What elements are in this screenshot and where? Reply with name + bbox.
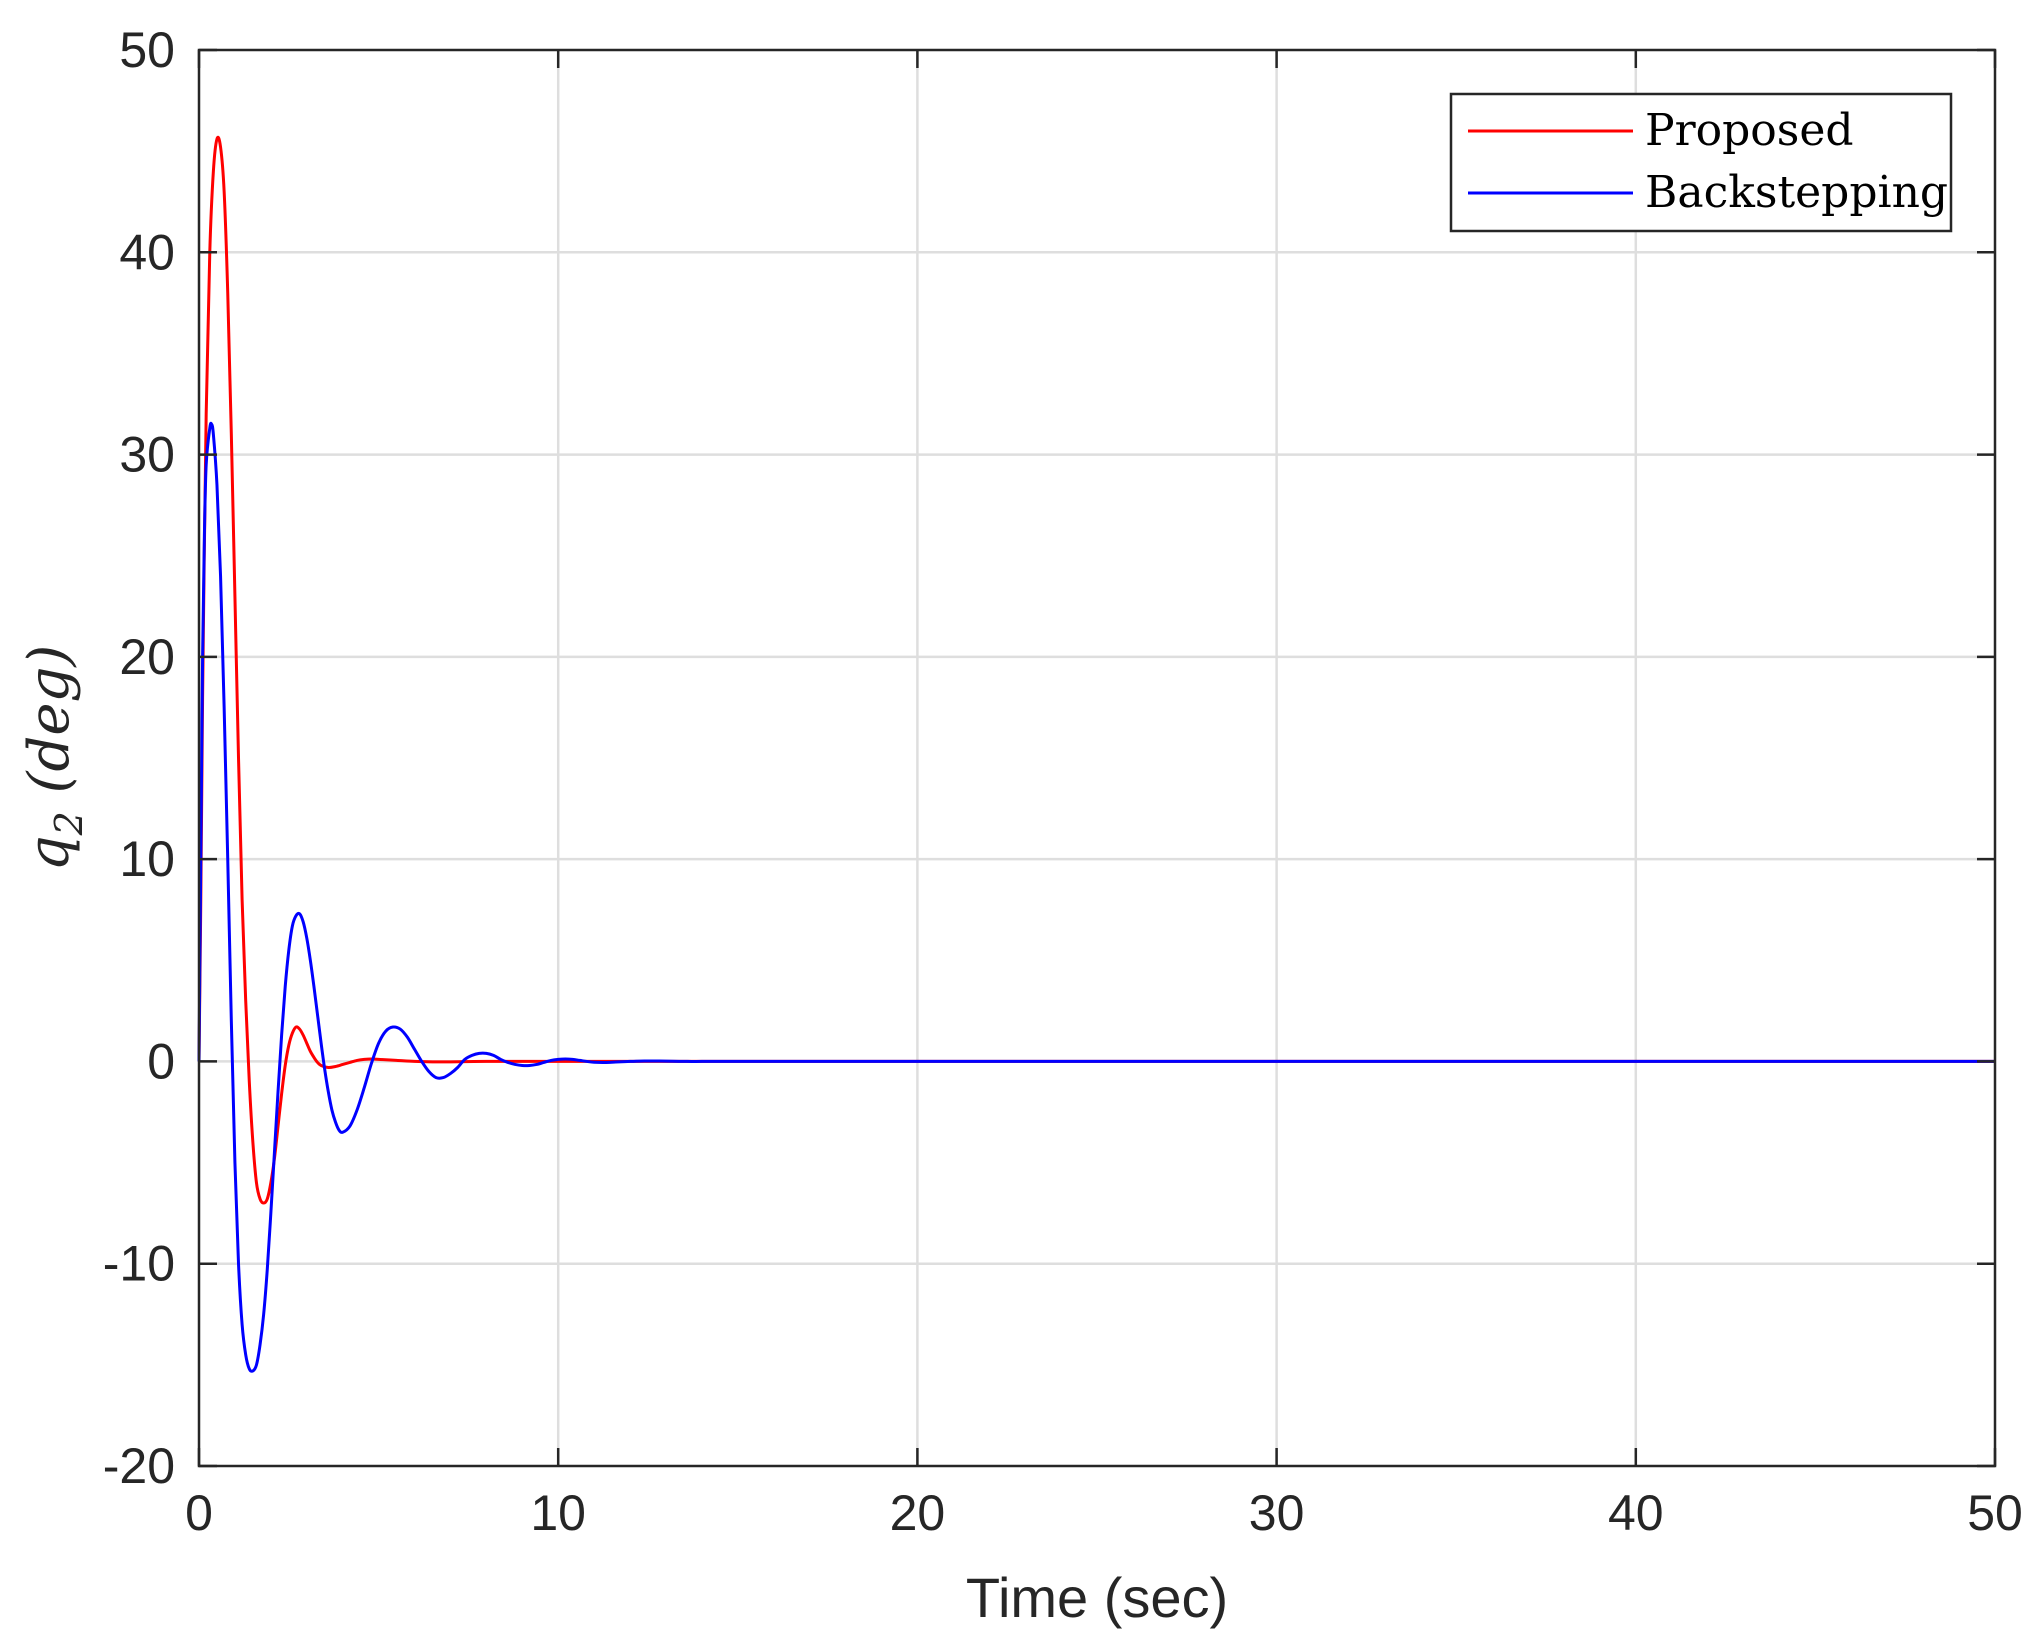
y-axis-title: q2 (deg) xyxy=(17,645,91,871)
y-tick-label: 30 xyxy=(119,427,175,483)
y-axis-symbol: q xyxy=(17,835,82,871)
legend-box xyxy=(1449,92,1953,233)
x-tick-label: 10 xyxy=(530,1485,586,1541)
x-tick-label: 20 xyxy=(890,1485,946,1541)
x-tick-label: 40 xyxy=(1608,1485,1664,1541)
y-tick-label: -20 xyxy=(103,1438,175,1494)
y-axis-unit: (deg) xyxy=(17,645,82,794)
x-tick-label: 50 xyxy=(1967,1485,2023,1541)
y-tick-label: 50 xyxy=(119,22,175,78)
series-layer xyxy=(197,135,1995,1373)
y-tick-label: 10 xyxy=(119,831,175,887)
tick-marks xyxy=(197,48,1997,1468)
y-tick-label: 40 xyxy=(119,224,175,280)
x-tick-label: 0 xyxy=(185,1485,213,1541)
y-axis-gap xyxy=(17,793,82,811)
series-line-backstepping xyxy=(197,421,1995,1373)
x-axis-title: Time (sec) xyxy=(966,1566,1228,1629)
legend-label-proposed: Proposed xyxy=(1645,105,1854,156)
legend: Proposed Backstepping xyxy=(1449,92,1953,233)
x-tick-labels: 0 10 20 30 40 50 xyxy=(185,1485,2023,1541)
y-tick-label: -10 xyxy=(103,1236,175,1292)
plot-background xyxy=(199,50,1995,1466)
legend-label-backstepping: Backstepping xyxy=(1645,167,1948,218)
x-tick-label: 30 xyxy=(1249,1485,1305,1541)
y-tick-label: 0 xyxy=(147,1033,175,1089)
y-axis-subscript: 2 xyxy=(47,811,91,836)
plot-frame xyxy=(197,48,1997,1468)
y-tick-label: 20 xyxy=(119,629,175,685)
y-tick-labels: -20 -10 0 10 20 30 40 50 xyxy=(103,22,175,1494)
